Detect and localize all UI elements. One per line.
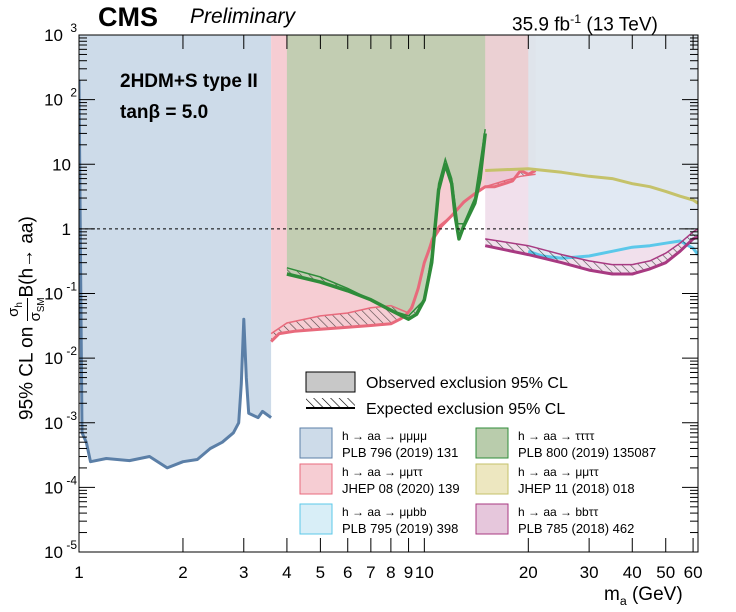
x-tick-label: 8	[386, 563, 395, 582]
expected-hatch-1	[271, 170, 536, 342]
observed-line-1	[270, 169, 537, 343]
xlabel-main: m	[604, 584, 620, 605]
y-tick-label: 10	[44, 543, 63, 562]
model-label: 2HDM+S type II	[120, 71, 258, 92]
lumi-exponent: -1	[570, 12, 582, 26]
legend-swatch-1	[299, 463, 333, 495]
xlabel-unit: (GeV)	[626, 584, 683, 605]
status-label: Preliminary	[190, 5, 296, 28]
y-tick-exponent: -1	[66, 280, 77, 294]
observed-line-5	[484, 235, 698, 276]
exclusion-band-2	[528, 35, 698, 259]
y-tick-label: 1	[62, 220, 71, 239]
y-tick-label: 10	[44, 349, 63, 368]
tanbeta-label: tanβ = 5.0	[120, 102, 209, 123]
observed-line-0	[79, 80, 272, 470]
ylabel-prefix: 95% CL on	[16, 321, 38, 420]
x-tick-label: 1	[74, 563, 83, 582]
legend-entry-ref-0: PLB 796 (2019) 131	[342, 445, 458, 460]
x-tick-label: 10	[415, 563, 434, 582]
x-tick-label: 7	[366, 563, 375, 582]
lumi-value: 35.9 fb	[512, 14, 571, 36]
y-tick-exponent: -3	[66, 409, 77, 423]
ylabel-den-sub: SM	[36, 297, 47, 313]
legend-swatch-2	[299, 503, 333, 535]
legend-entry-name-0: h → aa → μμμμ	[342, 429, 427, 443]
legend-observed-label: Observed exclusion 95% CL	[366, 375, 568, 392]
legend-entry-name-4: h → aa → μμττ	[518, 465, 599, 479]
legend-observed-swatch	[305, 371, 356, 393]
y-tick-exponent: -2	[66, 344, 77, 358]
y-tick-exponent: 3	[70, 21, 77, 35]
x-axis-label: ma (GeV)	[604, 584, 683, 608]
x-tick-label: 9	[404, 563, 413, 582]
x-tick-label: 40	[623, 563, 642, 582]
legend-swatch-3	[475, 427, 509, 459]
legend-entry-ref-3: PLB 800 (2019) 135087	[518, 445, 656, 460]
legend-entry-ref-2: PLB 795 (2019) 398	[342, 521, 458, 536]
legend-entry-ref-1: JHEP 08 (2020) 139	[342, 481, 460, 496]
energy-label: (13 TeV)	[586, 14, 658, 36]
legend-swatch-4	[475, 463, 509, 495]
legend-entry-ref-4: JHEP 11 (2018) 018	[518, 481, 635, 496]
observed-line-4	[485, 167, 698, 205]
xlabel-sub: a	[619, 593, 627, 608]
legend-expected-hatch	[306, 398, 355, 408]
legend-entry-ref-5: PLB 785 (2018) 462	[518, 521, 634, 536]
y-tick-exponent: -4	[66, 473, 77, 487]
x-tick-label: 6	[343, 563, 352, 582]
ylabel-ratio: σh σSM	[5, 297, 49, 322]
x-tick-label: 2	[178, 563, 187, 582]
x-tick-label: 4	[282, 563, 291, 582]
y-axis-label: 95% CL on σh σSM B(h→ aa)	[5, 216, 49, 420]
y-tick-exponent: -5	[66, 538, 77, 552]
y-tick-label: 10	[44, 478, 63, 497]
y-tick-label: 10	[44, 26, 63, 45]
ylabel-den: σ	[27, 312, 44, 322]
x-tick-label: 60	[684, 563, 703, 582]
experiment-label: CMS	[98, 2, 158, 32]
legend-entry-name-5: h → aa → bbττ	[518, 505, 598, 519]
legend-entry-name-1: h → aa → μμττ	[342, 465, 423, 479]
luminosity-label: 35.9 fb-1 (13 TeV)	[512, 12, 658, 36]
observed-line-3	[286, 133, 487, 321]
y-tick-exponent: 2	[70, 86, 77, 100]
x-tick-label: 3	[239, 563, 248, 582]
exclusion-band-3	[286, 35, 486, 320]
y-tick-label: 10	[52, 155, 71, 174]
expected-line-5	[485, 228, 698, 266]
legend-swatch-0	[299, 427, 333, 459]
legend-entry-name-2: h → aa → μμbb	[342, 505, 427, 519]
ylabel-num: σ	[5, 307, 22, 317]
legend-expected-label: Expected exclusion 95% CL	[366, 401, 565, 418]
x-tick-label: 50	[656, 563, 675, 582]
legend-entry-name-3: h → aa → ττττ	[518, 429, 595, 443]
ylabel-suffix: B(h→ aa)	[16, 216, 38, 298]
ylabel-num-sub: h	[14, 302, 25, 308]
y-tick-label: 10	[44, 91, 63, 110]
y-tick-label: 10	[44, 414, 63, 433]
x-tick-label: 20	[519, 563, 538, 582]
exclusion-band-0	[79, 35, 272, 468]
x-tick-label: 30	[580, 563, 599, 582]
y-tick-label: 10	[44, 285, 63, 304]
legend-swatch-5	[475, 503, 509, 535]
x-tick-label: 5	[316, 563, 325, 582]
